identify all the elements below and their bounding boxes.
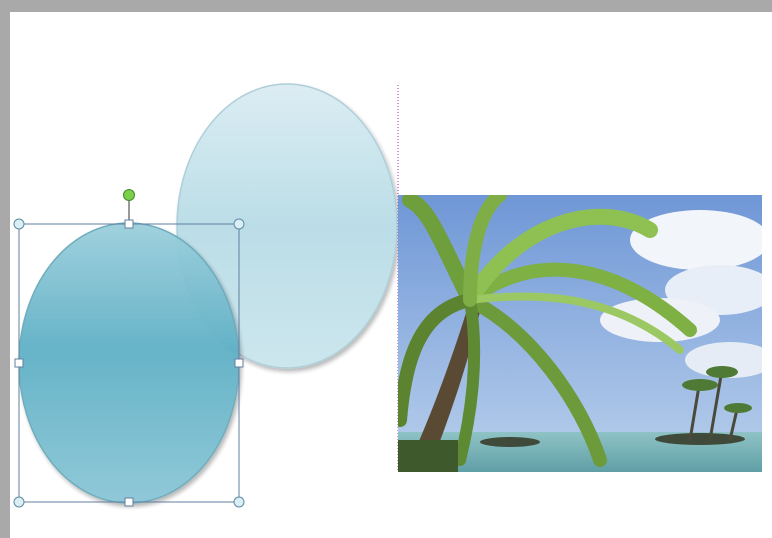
side-handle[interactable] [124, 219, 134, 229]
corner-handle[interactable] [233, 496, 245, 508]
side-handle[interactable] [234, 358, 244, 368]
side-handle[interactable] [14, 358, 24, 368]
corner-handle[interactable] [13, 496, 25, 508]
photo[interactable] [398, 195, 772, 472]
resize-handles [13, 218, 245, 508]
rotation-handle[interactable] [123, 189, 135, 201]
corner-handle[interactable] [233, 218, 245, 230]
side-handles [14, 219, 244, 507]
side-handle[interactable] [124, 497, 134, 507]
corner-handle[interactable] [13, 218, 25, 230]
ellipse-shape[interactable] [18, 222, 240, 504]
ellipse-shape[interactable] [176, 83, 398, 369]
